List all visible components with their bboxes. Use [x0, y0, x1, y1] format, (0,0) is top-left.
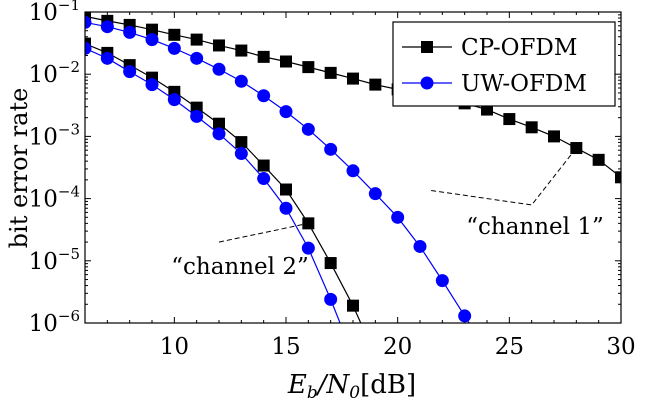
data-point-uw-ofdm-channel-1 — [346, 164, 360, 178]
y-tick-label: 10−3 — [29, 120, 80, 150]
data-point-uw-ofdm-channel-1 — [145, 33, 159, 47]
data-point-uw-ofdm-channel-1 — [503, 385, 516, 398]
tick-labels: 10 15 20 25 30 10−1 10−2 10−3 10−4 10−5 10−6 — [29, 0, 636, 360]
data-point-uw-ofdm-channel-2 — [301, 241, 315, 255]
data-point-cp-ofdm-channel-2 — [280, 183, 292, 196]
data-point-uw-ofdm-channel-1 — [190, 51, 204, 65]
data-point-cp-ofdm-channel-1 — [347, 72, 359, 85]
y-tick-label: 10−6 — [29, 307, 80, 337]
x-tick-label: 30 — [606, 334, 635, 360]
data-point-uw-ofdm-channel-2 — [190, 109, 204, 123]
data-point-uw-ofdm-channel-1 — [123, 25, 137, 39]
channel-1-pointer — [431, 147, 577, 206]
data-point-cp-ofdm-channel-1 — [123, 18, 136, 31]
legend: CP-OFDM UW-OFDM — [392, 21, 616, 107]
data-point-uw-ofdm-channel-2 — [100, 51, 114, 65]
data-point-cp-ofdm-channel-1 — [548, 130, 560, 143]
plot-frame — [84, 11, 622, 324]
data-point-uw-ofdm-channel-1 — [100, 20, 114, 34]
data-point-uw-ofdm-channel-1 — [301, 122, 315, 136]
data-point-cp-ofdm-channel-1 — [302, 61, 315, 74]
data-point-uw-ofdm-channel-1 — [167, 41, 181, 55]
series-line-uw-ofdm-channel-2 — [85, 47, 341, 323]
data-point-uw-ofdm-channel-1 — [413, 239, 427, 253]
legend-label-cp-ofdm: CP-OFDM — [461, 35, 577, 61]
legend-marker-uw-ofdm — [420, 76, 434, 90]
data-point-cp-ofdm-channel-1 — [369, 78, 382, 91]
data-point-uw-ofdm-channel-2 — [123, 65, 137, 79]
data-point-cp-ofdm-channel-2 — [213, 117, 225, 130]
data-point-cp-ofdm-channel-2 — [123, 59, 136, 72]
data-point-uw-ofdm-channel-1 — [324, 142, 338, 156]
data-point-cp-ofdm-channel-2 — [257, 159, 270, 172]
channel-2-label: “channel 2” — [171, 254, 308, 280]
y-tick-label: 10−2 — [29, 58, 80, 88]
channel-2-pointer — [218, 222, 309, 243]
data-point-uw-ofdm-channel-2 — [167, 93, 181, 107]
data-point-uw-ofdm-channel-2 — [234, 147, 248, 161]
y-axis-label: bit error rate — [5, 88, 33, 249]
data-point-cp-ofdm-channel-2 — [235, 136, 248, 149]
data-point-uw-ofdm-channel-2 — [257, 172, 271, 186]
data-point-cp-ofdm-channel-1 — [324, 66, 337, 79]
data-point-cp-ofdm-channel-1 — [146, 23, 158, 36]
data-point-uw-ofdm-channel-2 — [324, 292, 338, 306]
data-point-cp-ofdm-channel-1 — [570, 142, 583, 155]
x-tick-label: 10 — [160, 334, 189, 360]
data-point-cp-ofdm-channel-1 — [213, 39, 225, 52]
legend-label-uw-ofdm: UW-OFDM — [461, 71, 587, 97]
data-point-cp-ofdm-channel-1 — [592, 153, 605, 166]
data-point-uw-ofdm-channel-2 — [145, 78, 159, 92]
data-point-uw-ofdm-channel-1 — [391, 210, 405, 224]
data-point-cp-ofdm-channel-1 — [280, 55, 292, 68]
x-axis-label: Eb/N0[dB] — [287, 370, 416, 403]
data-point-uw-ofdm-channel-1 — [279, 105, 293, 119]
data-point-uw-ofdm-channel-1 — [368, 187, 382, 201]
data-point-cp-ofdm-channel-1 — [168, 28, 181, 41]
data-point-uw-ofdm-channel-2 — [85, 41, 92, 55]
data-point-uw-ofdm-channel-1 — [458, 309, 472, 323]
data-point-cp-ofdm-channel-1 — [615, 171, 621, 184]
channel-1-label: “channel 1” — [466, 214, 603, 240]
x-tick-label: 25 — [495, 334, 524, 360]
data-point-uw-ofdm-channel-1 — [481, 345, 494, 358]
data-point-cp-ofdm-channel-2 — [369, 350, 381, 362]
annotation-layer: “channel 1” “channel 2” — [171, 147, 604, 280]
data-point-uw-ofdm-channel-2 — [279, 201, 293, 215]
data-point-cp-ofdm-channel-1 — [503, 113, 516, 126]
data-point-cp-ofdm-channel-1 — [235, 44, 248, 57]
data-point-cp-ofdm-channel-2 — [347, 299, 359, 312]
y-tick-label: 10−5 — [29, 245, 80, 275]
data-point-cp-ofdm-channel-1 — [257, 50, 270, 63]
data-point-cp-ofdm-channel-1 — [525, 121, 538, 134]
series-line-cp-ofdm-channel-2 — [85, 43, 362, 323]
data-point-cp-ofdm-channel-2 — [324, 257, 337, 270]
x-tick-label: 15 — [271, 334, 300, 360]
data-point-uw-ofdm-channel-2 — [212, 127, 226, 141]
data-point-cp-ofdm-channel-1 — [190, 33, 203, 46]
data-point-uw-ofdm-channel-1 — [257, 89, 271, 103]
data-point-uw-ofdm-channel-1 — [212, 62, 226, 76]
data-point-uw-ofdm-channel-1 — [435, 274, 449, 288]
x-tick-label: 20 — [383, 334, 412, 360]
series-layer — [85, 12, 621, 398]
data-point-uw-ofdm-channel-1 — [234, 74, 248, 88]
y-tick-label: 10−1 — [29, 0, 80, 26]
legend-box — [392, 21, 616, 107]
y-tick-label: 10−4 — [29, 183, 80, 213]
data-point-uw-ofdm-channel-1 — [85, 15, 92, 29]
data-point-uw-ofdm-channel-2 — [347, 349, 360, 362]
legend-marker-cp-ofdm — [421, 41, 433, 53]
